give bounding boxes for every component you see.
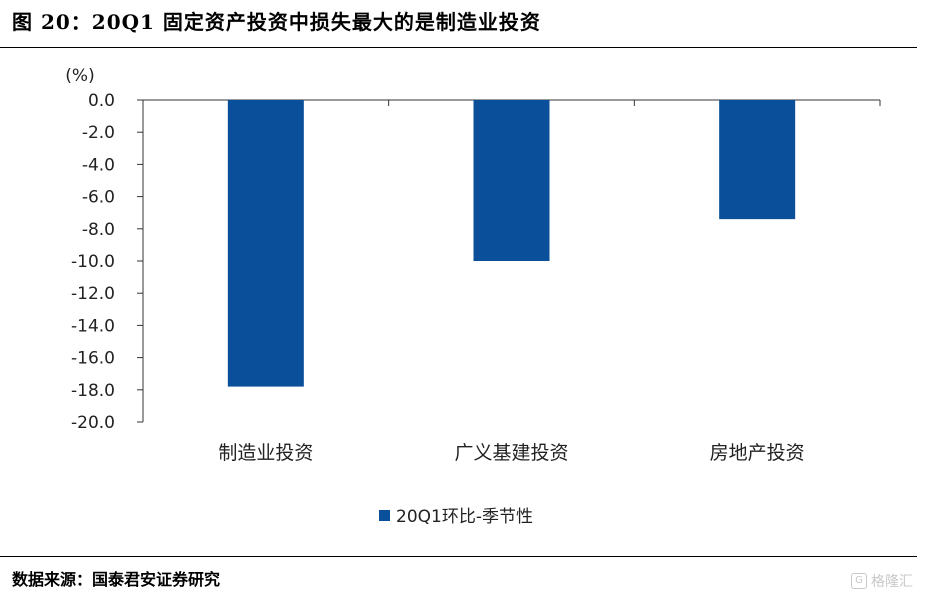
bar: [719, 100, 796, 220]
bar: [227, 100, 304, 387]
title-rule: [0, 47, 917, 48]
figure-title: 图 20：20Q1 固定资产投资中损失最大的是制造业投资: [12, 10, 541, 34]
y-tick-label: -20.0: [71, 413, 115, 433]
y-unit-label: (%): [65, 66, 94, 86]
bar: [473, 100, 550, 261]
y-tick-label: -2.0: [82, 123, 115, 143]
x-category-label: 广义基建投资: [454, 442, 568, 464]
y-tick-label: -8.0: [82, 220, 115, 240]
footer-rule: [0, 556, 917, 557]
source-note: 数据来源：国泰君安证券研究: [12, 570, 221, 589]
y-tick-label: -14.0: [71, 316, 115, 336]
y-tick-label: -18.0: [71, 381, 115, 401]
legend-label: 20Q1环比-季节性: [396, 507, 533, 527]
legend-swatch: [379, 510, 390, 521]
x-category-label: 制造业投资: [218, 442, 313, 464]
watermark-text: 格隆汇: [871, 574, 913, 590]
y-tick-label: 0.0: [88, 91, 115, 111]
y-tick-label: -12.0: [71, 284, 115, 304]
watermark-logo-icon: G: [851, 573, 867, 589]
y-tick-label: -6.0: [82, 188, 115, 208]
bar-chart: (%) 0.0 -2.0 -4.0 -6.0 -8.0 -10.0 -12.0 -14.0 -16…: [65, 66, 881, 527]
watermark: G 格隆汇: [851, 571, 913, 591]
y-tick-label: -4.0: [82, 155, 115, 175]
x-category-label: 房地产投资: [710, 442, 805, 464]
y-tick-label: -10.0: [71, 252, 115, 272]
y-tick-label: -16.0: [71, 349, 115, 369]
